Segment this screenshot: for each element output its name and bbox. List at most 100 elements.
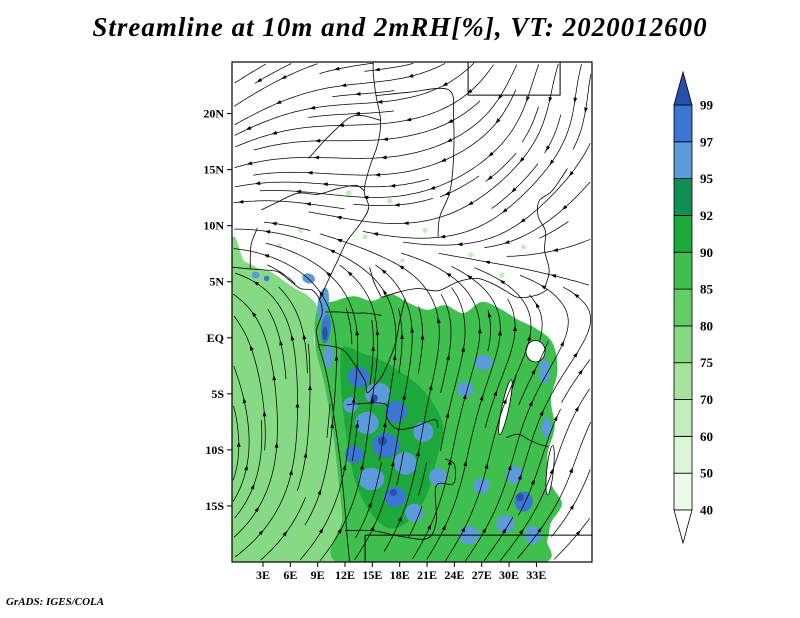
streamline-arrowhead [569,504,574,510]
y-axis-tick-label: 20N [203,107,224,121]
colorbar-tick-label: 70 [700,392,713,407]
streamline-arrowhead [334,355,339,361]
streamline-arrowhead [307,170,313,175]
x-axis-tick-label: 24E [444,568,464,582]
streamline-arrowhead [318,527,324,534]
streamline-arrowhead [244,464,248,471]
streamline-arrowhead [322,182,328,187]
streamline-arrowhead [569,171,574,177]
streamline-arrowhead [236,441,241,447]
streamline-arrowhead [355,92,361,96]
colorbar-tick-label: 60 [700,429,713,444]
streamline-arrowhead [271,221,277,226]
streamline-arrowhead [342,464,347,470]
streamline-arrowhead [444,191,451,196]
x-axis-tick-label: 15E [362,568,382,582]
plot-title: Streamline at 10m and 2mRH[%], VT: 20200… [92,12,708,42]
colorbar-tick-label: 40 [700,503,713,518]
streamline-arrowhead [528,400,533,407]
streamline-arrowhead [263,254,270,258]
lake-outline [498,379,513,436]
streamline-arrowhead [499,279,506,285]
streamline-arrowhead [305,202,311,206]
colorbar-tick-label: 97 [700,134,714,149]
streamline-arrowhead [502,208,508,213]
streamline-arrowhead [519,529,524,535]
colorbar-segment [673,141,693,180]
colorbar-tick-label: 85 [700,282,714,297]
colorbar-segment [673,325,693,364]
streamline-arrowhead [405,117,412,122]
streamline-arrowhead [319,290,324,297]
streamline-arrowhead [381,269,387,274]
x-axis-tick-label: 18E [390,568,410,582]
streamline-arrowhead [394,203,400,207]
streamline-arrowhead [371,345,376,351]
streamline-arrowhead [482,527,487,533]
streamline-arrowhead [478,327,482,334]
lake-outline [525,340,546,363]
streamline-arrowhead [329,249,336,254]
streamline-arrowhead [511,187,517,193]
streamline-arrowhead [531,368,536,375]
colorbar-tick-label: 50 [700,466,713,481]
streamline-arrowhead [575,530,581,536]
streamline-arrowhead [258,530,264,536]
streamline-arrowhead [272,374,277,381]
streamline-arrowhead [517,474,522,480]
streamline-arrowhead [279,339,283,346]
colorbar-tick-label: 95 [700,171,714,186]
x-axis-tick-label: 3E [256,568,270,582]
streamline-arrowhead [487,175,493,181]
streamline-arrowhead [428,384,433,391]
streamline-arrowhead [466,274,473,280]
streamline-arrowhead [545,145,551,152]
streamline-arrowhead [562,205,568,210]
streamline-arrowhead [520,218,526,223]
streamline-arrowhead [245,126,252,130]
streamline-arrowhead [504,240,510,244]
y-axis-tick-label: 5N [209,275,224,289]
streamline-arrowhead [461,526,466,533]
y-axis-tick-label: 10S [205,443,224,457]
streamline-arrowhead [440,158,447,162]
streamline-arrowhead [238,199,244,204]
streamline-arrowhead [569,467,573,474]
streamline-arrowhead [372,232,379,237]
streamline-arrowhead [407,73,414,78]
streamline-arrowhead [402,394,406,400]
streamline-arrowhead [334,66,340,71]
streamline-arrowhead [467,89,473,94]
streamline-arrowhead [550,274,557,278]
geography-layer [232,62,592,562]
streamline-arrowhead [574,406,579,412]
streamline-arrowhead [275,100,282,104]
streamline-arrowhead [250,345,254,351]
streamline-arrowhead [502,527,507,534]
colorbar-segment [673,215,693,253]
map-frame-and-axes: 3E 6E 9E 12E 15E 18E 21E 24E 27E 30E 33E 20N 15N 10N 5… [203,61,593,582]
streamline-arrowhead [540,285,547,290]
x-axis-tick-label: 9E [311,568,325,582]
streamline-arrowhead [274,442,279,448]
x-axis-tick-label: 21E [417,568,437,582]
streamline-arrowhead [370,397,374,403]
streamline-arrowhead [535,302,540,309]
colorbar-segment [673,178,693,216]
streamline-arrowhead [383,421,387,428]
streamline-arrowhead [351,397,356,403]
streamline-arrowhead [313,155,320,160]
streamline-arrowhead [381,155,387,160]
streamline-arrowhead [392,354,397,361]
streamline-arrowhead [374,172,381,177]
streamline-arrowhead [382,137,388,141]
y-axis-tick-label: EQ [207,331,224,345]
streamline-arrowhead [302,333,307,340]
streamline-arrowhead [355,422,359,428]
streamline-arrowhead [368,501,372,508]
streamline-arrowhead [390,460,395,467]
streamline-arrowhead [439,234,446,239]
streamline-arrowhead [573,352,578,358]
